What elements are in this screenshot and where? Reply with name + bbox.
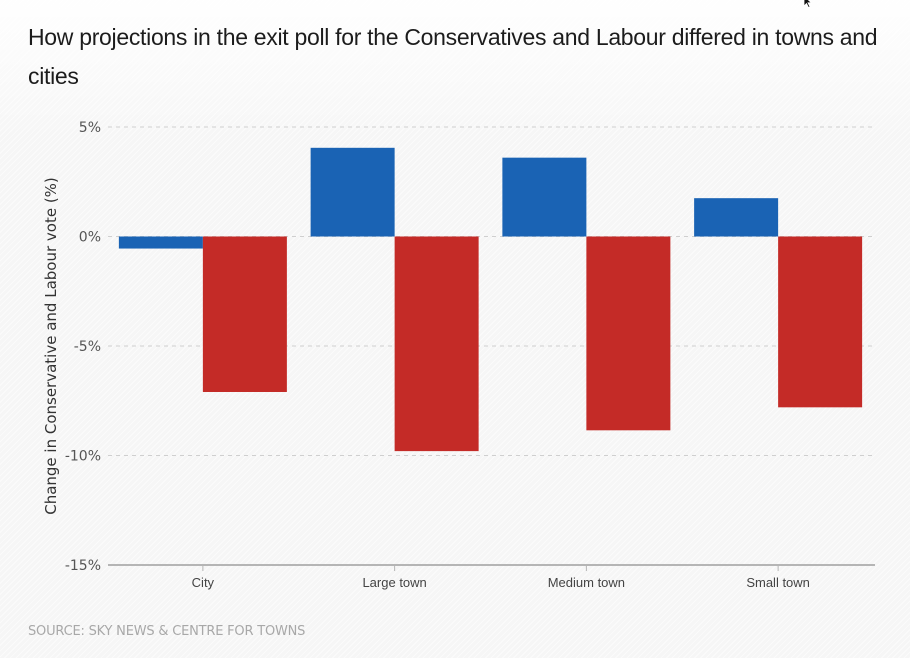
y-tick-label: -15%	[65, 558, 101, 574]
x-axis: City Large town Medium town Small town	[108, 564, 875, 590]
bar-conservative-city	[118, 236, 203, 249]
y-tick-label: -5%	[74, 339, 101, 355]
bar-labour-small-town	[778, 236, 863, 408]
bar-chart: 5% 0% -5% -10% -15% City Large town Medium tow…	[42, 120, 875, 590]
y-tick-label: 0%	[79, 230, 101, 246]
y-tick-label: 5%	[79, 120, 101, 136]
bar-conservative-large-town	[310, 147, 395, 237]
bar-labour-large-town	[394, 236, 479, 452]
bar-labour-medium-town	[586, 236, 671, 431]
y-tick-label: -10%	[65, 449, 101, 465]
source-note: SOURCE: SKY NEWS & CENTRE FOR TOWNS	[28, 624, 306, 639]
x-tick-label: Medium town	[548, 575, 625, 590]
x-tick-label: Large town	[362, 575, 426, 590]
bar-labour-city	[202, 236, 287, 392]
mouse-cursor-icon	[803, 0, 813, 8]
x-tick-label: Small town	[746, 575, 810, 590]
y-axis-ticks: 5% 0% -5% -10% -15%	[65, 120, 101, 574]
chart-title: How projections in the exit poll for the…	[28, 24, 878, 89]
bar-conservative-medium-town	[502, 157, 587, 237]
bars	[118, 147, 863, 452]
bar-conservative-small-town	[694, 198, 779, 237]
x-tick-label: City	[192, 575, 215, 590]
y-axis-title: Change in Conservative and Labour vote (…	[42, 177, 60, 515]
